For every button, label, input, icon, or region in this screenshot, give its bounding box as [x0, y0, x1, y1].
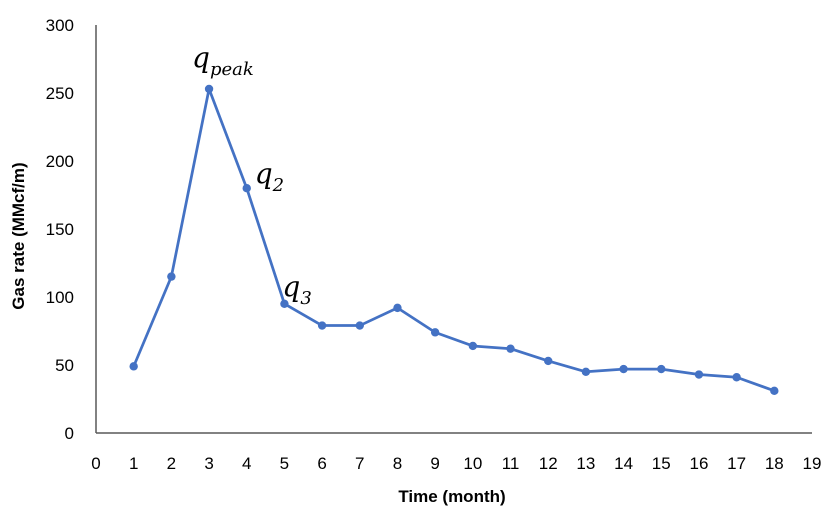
y-tick-label: 100 — [46, 288, 74, 307]
data-point — [732, 373, 741, 382]
data-point — [129, 362, 138, 371]
x-tick-label: 10 — [463, 454, 482, 473]
x-tick-label: 4 — [242, 454, 251, 473]
annotation-subscript: 2 — [272, 175, 284, 196]
x-tick-labels: 0 1 2 3 4 5 6 7 8 9 10 11 12 13 14 15 16 17 18 19 — [91, 454, 821, 473]
annotation-label: qpeak — [192, 41, 254, 80]
data-point — [242, 184, 251, 193]
x-tick-label: 5 — [280, 454, 289, 473]
axes — [95, 25, 812, 434]
annotation-base: q — [192, 41, 210, 74]
x-tick-label: 3 — [204, 454, 213, 473]
x-axis-title: Time (month) — [398, 487, 505, 506]
y-tick-label: 50 — [55, 356, 74, 375]
x-tick-label: 1 — [129, 454, 138, 473]
x-tick-label: 13 — [576, 454, 595, 473]
x-tick-label: 15 — [652, 454, 671, 473]
data-point — [619, 364, 628, 374]
x-tick-label: 16 — [689, 454, 708, 473]
data-point — [355, 321, 364, 330]
y-tick-label: 150 — [46, 220, 74, 239]
data-point — [430, 328, 440, 337]
annotation-label: q3 — [282, 270, 311, 309]
data-point — [657, 364, 666, 374]
annotation-base: q — [255, 157, 273, 190]
data-point — [317, 321, 327, 330]
data-point — [167, 272, 176, 281]
data-point — [280, 299, 289, 308]
y-tick-labels: 0 50 100 150 200 250 300 — [46, 16, 74, 443]
x-tick-label: 19 — [803, 454, 822, 473]
data-point — [204, 84, 214, 94]
y-tick-label: 200 — [46, 152, 74, 171]
data-point — [544, 356, 553, 366]
x-tick-label: 12 — [539, 454, 558, 473]
y-tick-label: 300 — [46, 16, 74, 35]
x-tick-label: 0 — [91, 454, 100, 473]
annotation-subscript: 3 — [300, 288, 311, 309]
y-tick-label: 0 — [65, 424, 74, 443]
data-point — [393, 303, 402, 313]
x-tick-label: 17 — [727, 454, 746, 473]
x-tick-label: 7 — [355, 454, 364, 473]
y-tick-label: 250 — [46, 84, 74, 103]
data-point — [694, 370, 704, 379]
annotation-label: q2 — [255, 157, 284, 196]
data-point — [506, 344, 515, 353]
data-point — [770, 386, 779, 396]
x-tick-label: 9 — [430, 454, 439, 473]
series — [129, 84, 779, 396]
x-tick-label: 11 — [502, 454, 520, 473]
annotation-subscript: peak — [210, 59, 254, 80]
series-line — [132, 87, 776, 393]
x-tick-label: 6 — [317, 454, 326, 473]
annotation-base: q — [282, 270, 300, 303]
x-tick-label: 18 — [765, 454, 784, 473]
data-point — [468, 341, 478, 351]
x-tick-label: 14 — [614, 454, 633, 473]
data-point — [581, 367, 591, 376]
x-tick-label: 8 — [393, 454, 402, 473]
y-axis-title: Gas rate (MMcf/m) — [9, 162, 28, 309]
x-tick-label: 2 — [167, 454, 176, 473]
